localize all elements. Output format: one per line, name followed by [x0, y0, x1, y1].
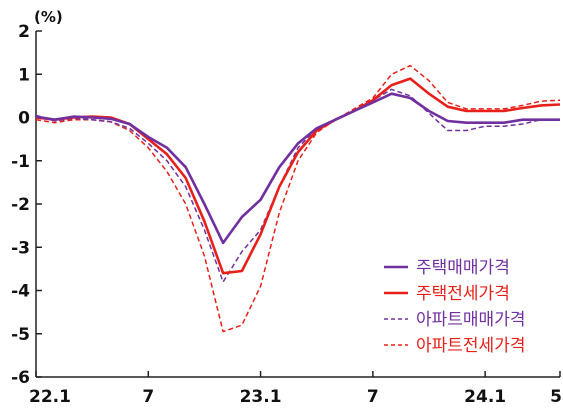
y-tick-label: -6: [11, 368, 30, 388]
y-tick-label: -2: [11, 195, 30, 215]
y-tick-label: -5: [11, 325, 30, 345]
series-line-3: [35, 88, 560, 283]
x-tick-label: 22.1: [29, 387, 71, 407]
y-tick-label: 1: [18, 65, 30, 85]
x-tick-label: 23.1: [240, 387, 282, 407]
series-line-4: [35, 64, 561, 333]
y-tick-label: 2: [18, 22, 30, 42]
legend-label-1: 주택매매가격: [416, 258, 510, 278]
legend-label-3: 아파트매매가격: [416, 310, 525, 330]
x-tick-label: 5: [550, 387, 562, 407]
legend-label-2: 주택전세가격: [416, 284, 510, 304]
series-line-2: [35, 77, 561, 275]
y-tick-label: -1: [11, 152, 30, 172]
series-line-1: [35, 92, 560, 245]
x-tick-label: 7: [142, 387, 154, 407]
y-tick-label: -3: [11, 238, 30, 258]
y-axis-ticks: 2 1 0 -1 -2 -3 -4 -5 -6: [11, 22, 42, 388]
x-axis-ticks: 22.1 7 23.1 7 24.1 5: [29, 371, 562, 407]
y-tick-label: -4: [11, 282, 30, 302]
x-tick-label: 7: [367, 387, 379, 407]
series-lines: [35, 64, 561, 333]
legend-label-4: 아파트전세가격: [416, 336, 525, 356]
y-tick-label: 0: [18, 109, 30, 129]
y-unit-label: (%): [34, 8, 63, 26]
x-tick-label: 24.1: [464, 387, 506, 407]
